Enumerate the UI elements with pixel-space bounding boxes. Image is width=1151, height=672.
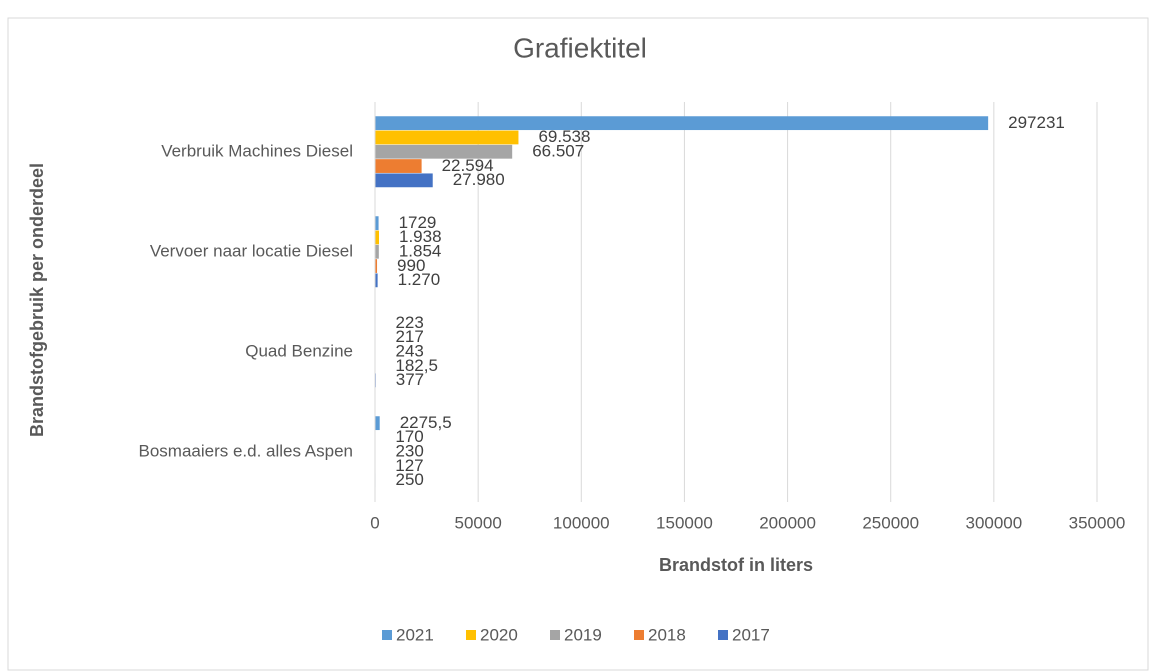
- bar: [375, 259, 378, 273]
- chart-title: Grafiektitel: [513, 32, 647, 63]
- legend-label: 2017: [732, 625, 770, 644]
- legend-label: 2018: [648, 625, 686, 644]
- data-label: 1.938: [399, 227, 442, 246]
- bar: [375, 216, 379, 231]
- chart-frame: [7, 17, 1149, 671]
- legend-label: 2019: [564, 625, 602, 644]
- data-label: 223: [395, 313, 423, 332]
- legend-label: 2021: [396, 625, 434, 644]
- bar: [375, 230, 379, 245]
- data-label: 69.538: [538, 127, 590, 146]
- bar: [375, 130, 519, 145]
- x-tick-label: 200000: [759, 513, 816, 532]
- y-tick-label: Vervoer naar locatie Diesel: [150, 241, 353, 260]
- legend-swatch: [718, 630, 728, 640]
- x-axis-label: Brandstof in liters: [659, 555, 813, 575]
- x-tick-label: 0: [370, 513, 379, 532]
- bar: [375, 244, 379, 259]
- data-label: 377: [396, 370, 424, 389]
- x-tick-label: 300000: [965, 513, 1022, 532]
- data-label: 127: [395, 456, 423, 475]
- data-label: 1729: [399, 213, 437, 232]
- legend-label: 2020: [480, 625, 518, 644]
- x-tick-label: 250000: [862, 513, 919, 532]
- legend-swatch: [466, 630, 476, 640]
- y-tick-label: Verbruik Machines Diesel: [161, 141, 353, 160]
- data-label: 66.507: [532, 141, 584, 160]
- bar: [375, 116, 989, 131]
- data-label: 2275,5: [400, 413, 452, 432]
- data-label: 1.854: [399, 241, 442, 260]
- y-axis-label: Brandstofgebruik per onderdeel: [27, 163, 47, 437]
- data-label: 1.270: [398, 270, 441, 289]
- bar: [375, 416, 380, 431]
- data-label: 990: [397, 256, 425, 275]
- data-label: 217: [395, 327, 423, 346]
- data-label: 170: [395, 427, 423, 446]
- x-tick-label: 50000: [455, 513, 502, 532]
- bar: [375, 273, 378, 288]
- legend-swatch: [382, 630, 392, 640]
- bar: [375, 144, 513, 159]
- y-tick-label: Quad Benzine: [245, 341, 353, 360]
- bar: [375, 159, 422, 173]
- data-label: 230: [395, 441, 423, 460]
- legend-swatch: [634, 630, 644, 640]
- data-label: 182,5: [395, 356, 438, 375]
- legend-swatch: [550, 630, 560, 640]
- x-tick-label: 150000: [656, 513, 713, 532]
- bar: [375, 173, 433, 188]
- x-tick-label: 100000: [553, 513, 610, 532]
- data-label: 22.594: [442, 156, 494, 175]
- x-tick-label: 350000: [1069, 513, 1126, 532]
- y-tick-label: Bosmaaiers e.d. alles Aspen: [138, 441, 353, 460]
- data-label: 243: [396, 341, 424, 360]
- data-label: 297231: [1008, 113, 1065, 132]
- data-label: 27.980: [453, 170, 505, 189]
- data-label: 250: [396, 470, 424, 489]
